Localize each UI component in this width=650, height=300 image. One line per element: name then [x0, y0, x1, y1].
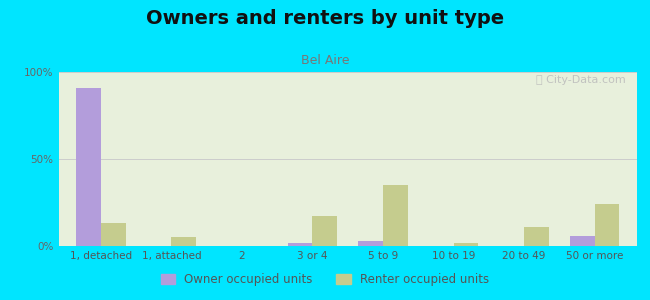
Text: ⓘ City-Data.com: ⓘ City-Data.com: [536, 76, 625, 85]
Bar: [288, 242, 313, 246]
Bar: [454, 242, 478, 246]
Text: Owners and renters by unit type: Owners and renters by unit type: [146, 9, 504, 28]
Bar: [383, 185, 408, 246]
Bar: [524, 227, 549, 246]
Bar: [101, 224, 125, 246]
Legend: Owner occupied units, Renter occupied units: Owner occupied units, Renter occupied un…: [156, 269, 494, 291]
Bar: [570, 236, 595, 246]
Text: Bel Aire: Bel Aire: [301, 54, 349, 67]
Bar: [172, 237, 196, 246]
Bar: [76, 88, 101, 246]
Bar: [313, 216, 337, 246]
Bar: [358, 241, 383, 246]
Bar: [595, 204, 619, 246]
